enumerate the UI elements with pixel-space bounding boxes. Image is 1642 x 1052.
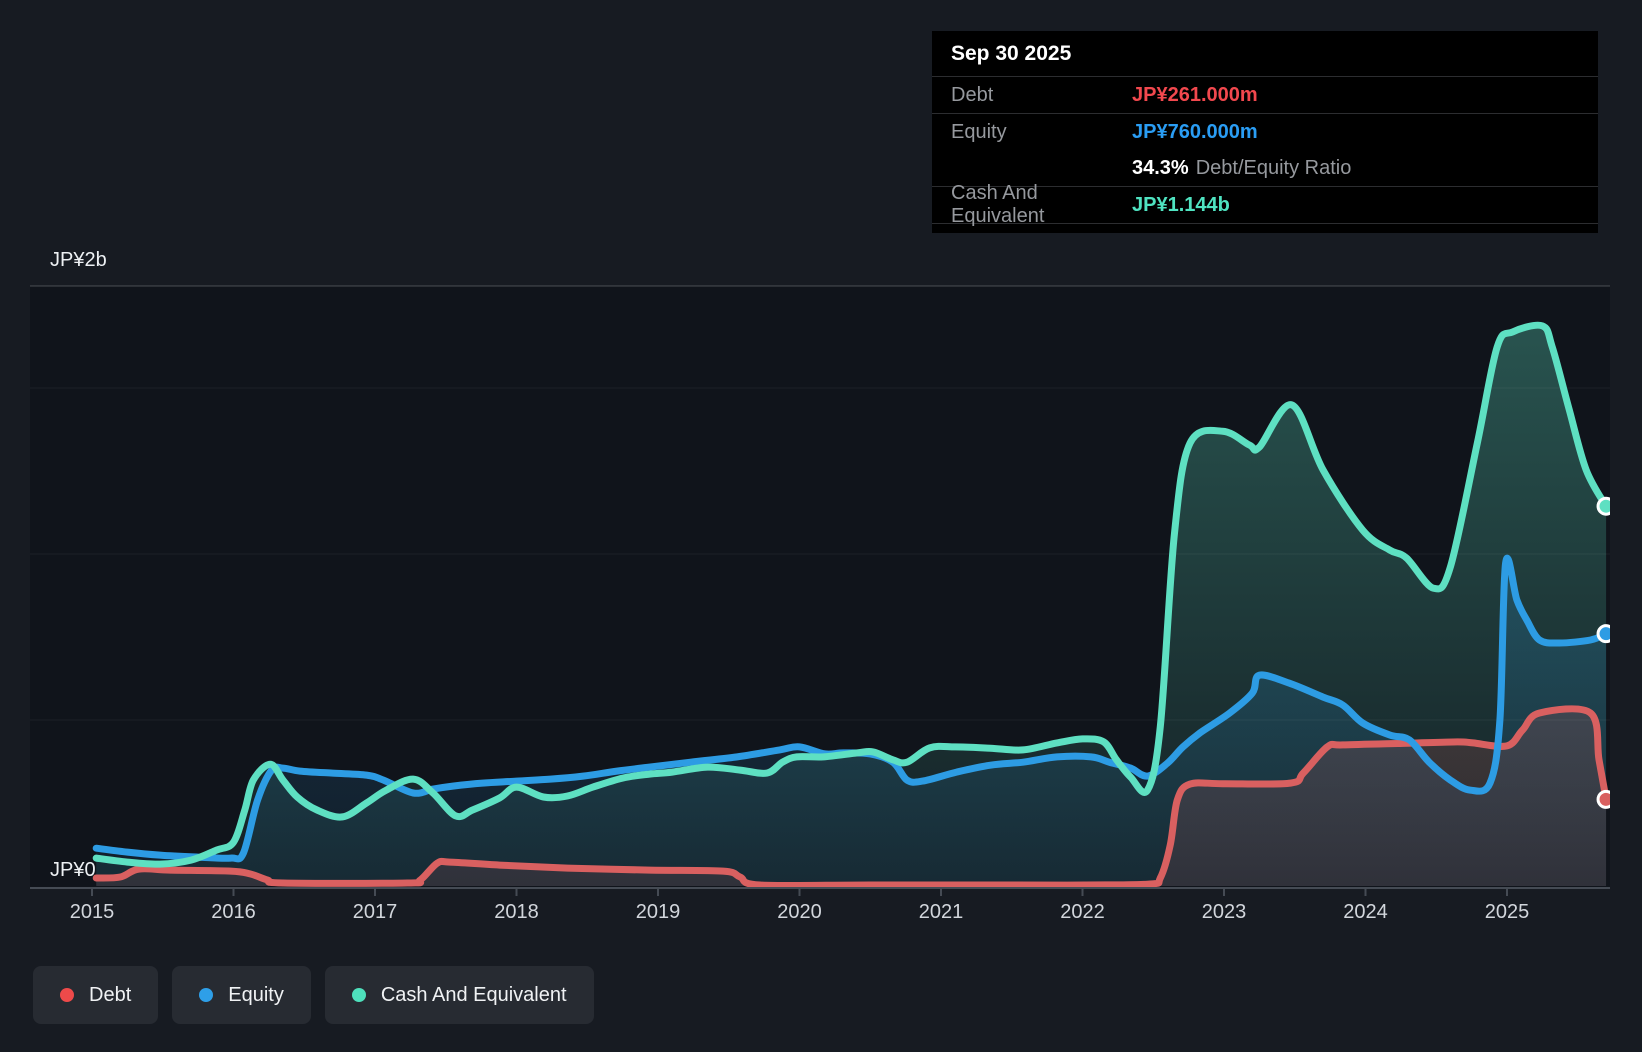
x-tick-label-2017: 2017 [353, 901, 398, 923]
equity-endpoint-marker [1596, 624, 1610, 644]
debt-area-fill [96, 708, 1607, 886]
legend-equity[interactable]: Equity [172, 966, 311, 1024]
cash-endpoint-marker [1596, 496, 1610, 516]
tooltip-equity-value: JP¥760.000m [1132, 120, 1258, 143]
debt-endpoint-marker [1596, 789, 1610, 809]
equity-line [92, 555, 1610, 863]
x-tick-label-2025: 2025 [1485, 901, 1530, 923]
chart-legend: Debt Equity Cash And Equivalent [33, 966, 594, 1024]
tooltip-bottom-divider [932, 223, 1598, 224]
tooltip-cash-label: Cash And Equivalent [951, 182, 1045, 227]
chart-tooltip: Sep 30 2025 Debt JP¥261.000m Equity JP¥7… [932, 31, 1598, 233]
tooltip-debt-value: JP¥261.000m [1132, 83, 1258, 106]
x-tick-label-2018: 2018 [494, 901, 539, 923]
x-tick-label-2020: 2020 [777, 901, 822, 923]
legend-equity-label: Equity [228, 983, 284, 1006]
tooltip-ratio-row: 34.3% Debt/Equity Ratio [932, 150, 1598, 186]
x-tick-label-2021: 2021 [919, 901, 964, 923]
cash-legend-dot [351, 988, 366, 1002]
x-tick-label-2015: 2015 [70, 901, 115, 923]
debt-legend-dot [60, 988, 74, 1002]
legend-debt[interactable]: Debt [33, 966, 159, 1024]
equity-legend-dot [199, 988, 214, 1002]
tooltip-debt-row: Debt JP¥261.000m [932, 76, 1598, 113]
legend-debt-label: Debt [89, 983, 132, 1006]
debt-line [92, 705, 1610, 890]
tooltip-equity-label: Equity [951, 120, 1007, 143]
y-axis-max-label: JP¥2b [50, 249, 107, 271]
legend-cash-label: Cash And Equivalent [380, 983, 567, 1006]
tooltip-cash-value: JP¥1.144b [1132, 193, 1230, 216]
legend-cash[interactable]: Cash And Equivalent [324, 966, 594, 1024]
y-axis-zero-label: JP¥0 [50, 859, 96, 881]
x-tick-label-2022: 2022 [1060, 901, 1105, 923]
tooltip-cash-row: Cash And Equivalent JP¥1.144b [932, 182, 1598, 227]
tooltip-equity-row: Equity JP¥760.000m [932, 113, 1598, 150]
x-tick-label-2023: 2023 [1202, 901, 1247, 923]
tooltip-date: Sep 30 2025 [951, 41, 1072, 65]
x-tick-label-2016: 2016 [211, 901, 256, 923]
x-tick-label-2019: 2019 [636, 901, 681, 923]
cash-line [92, 321, 1610, 868]
tooltip-debt-label: Debt [951, 83, 994, 106]
x-tick-label-2024: 2024 [1343, 901, 1388, 923]
tooltip-ratio-value: 34.3% [1132, 156, 1189, 179]
tooltip-ratio-label: Debt/Equity Ratio [1195, 156, 1352, 179]
